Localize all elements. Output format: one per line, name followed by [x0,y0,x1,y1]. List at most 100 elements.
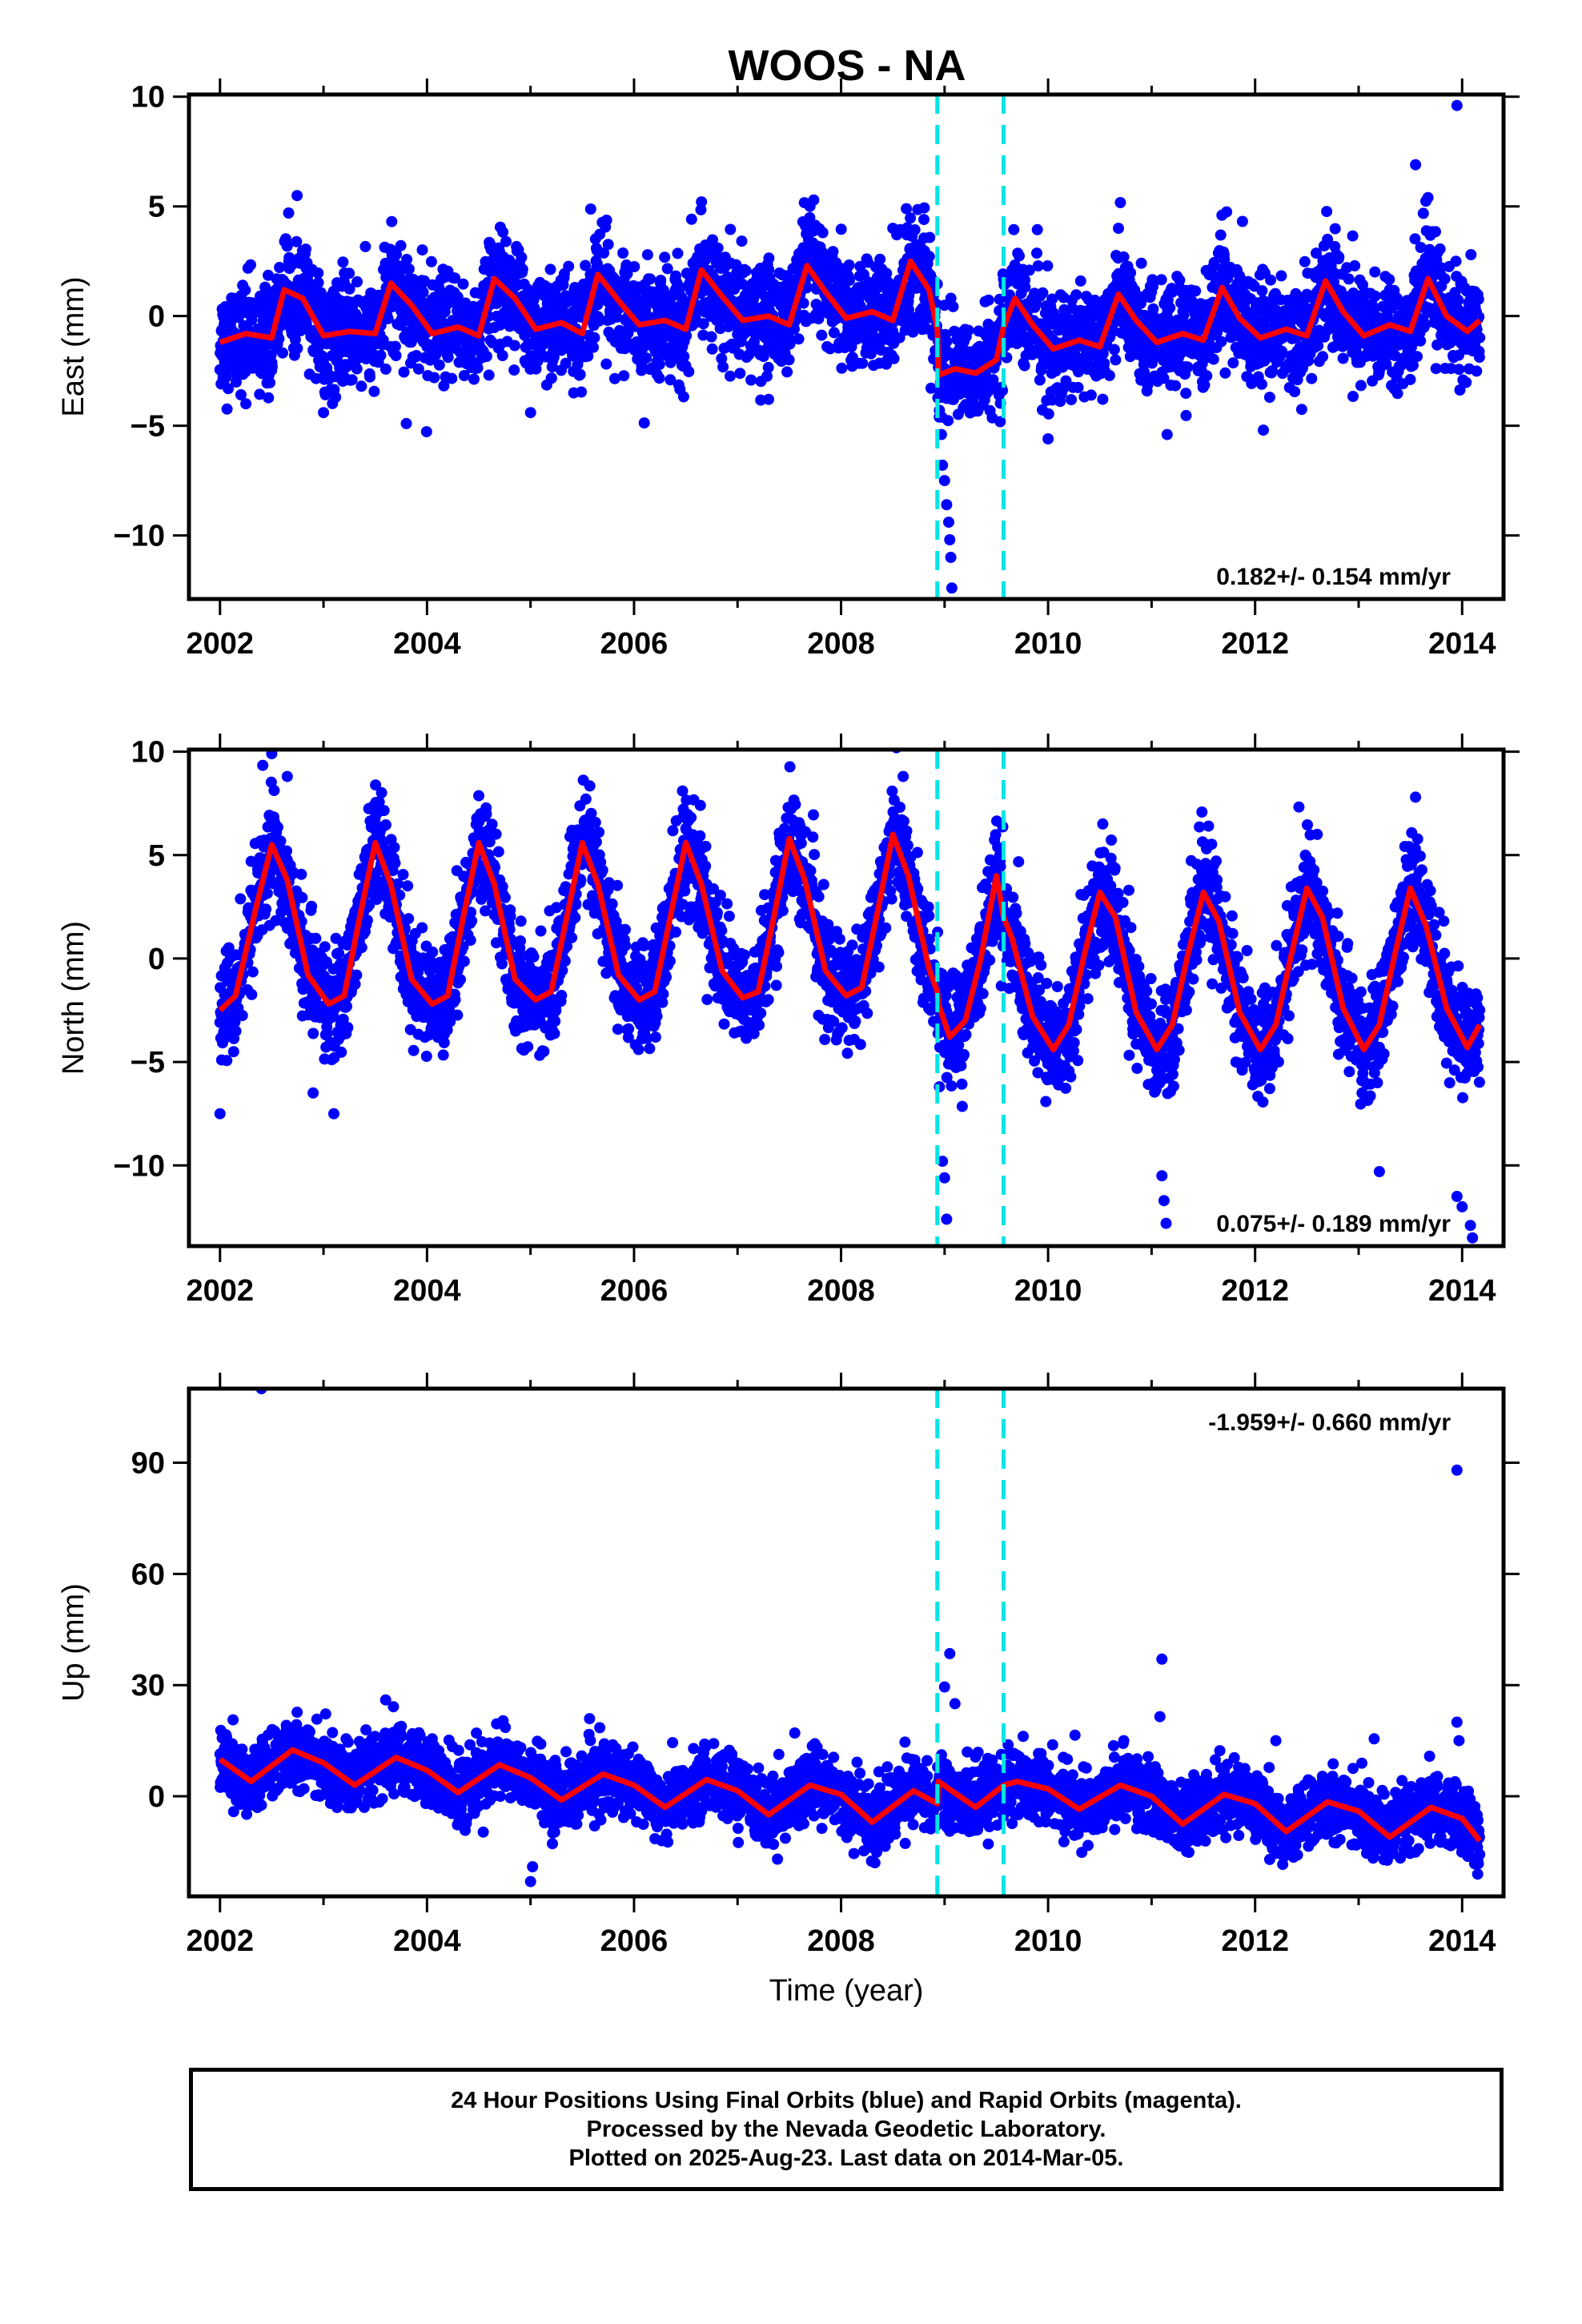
data-point [745,374,757,386]
data-point [1014,250,1025,262]
data-point [608,372,620,384]
data-point [416,244,428,256]
data-point [1415,335,1427,347]
data-point [1306,372,1318,384]
data-point [403,913,415,925]
data-point [582,350,594,362]
data-point [903,304,914,316]
outlier-point [937,459,949,471]
data-point [1333,251,1345,263]
data-point [355,380,367,392]
data-point [1125,267,1137,279]
data-point [982,294,994,306]
data-point [337,256,349,268]
data-point [707,234,718,246]
data-point [548,352,560,363]
x-tick-label: 2008 [807,627,875,661]
data-point [827,246,839,258]
data-point [497,226,509,238]
data-point [1329,223,1341,235]
data-point [653,372,665,384]
data-point [312,276,324,288]
data-point [1267,365,1279,376]
data-point [291,190,303,202]
data-point [379,819,391,830]
data-point [843,259,855,271]
data-point [458,370,470,381]
data-point [544,263,556,275]
data-point [574,368,586,380]
data-point [1407,360,1419,372]
outlier-point [943,517,954,529]
data-point [683,366,695,378]
data-point [600,215,612,226]
data-point [1415,242,1427,253]
data-point [840,284,852,296]
data-point [1219,253,1231,265]
outlier-point [240,398,252,410]
data-point [389,340,401,352]
data-point [416,922,428,934]
data-point [359,240,371,252]
data-point [351,363,363,375]
data-point [1369,266,1381,278]
data-point [1383,274,1395,285]
data-point [260,903,272,915]
data-point [1380,358,1392,370]
data-point [584,203,596,215]
data-point [398,366,410,378]
data-point [389,857,401,869]
data-point [1147,280,1159,292]
data-point [941,336,953,348]
data-point [828,327,840,339]
data-point [1236,215,1248,227]
data-point [997,384,1009,396]
east-plot-area [214,99,1486,594]
data-point [962,324,974,336]
data-point [712,242,724,254]
data-point [1201,370,1213,382]
data-point [888,352,900,364]
data-point [300,243,311,255]
data-point [1180,388,1192,400]
data-point [1046,293,1058,305]
data-point [261,887,273,899]
data-point [1265,274,1276,286]
data-point [275,835,287,847]
data-point [283,207,295,219]
data-point [1321,206,1333,218]
x-tick-label: 2006 [600,627,669,661]
data-point [397,869,409,880]
data-point [1158,372,1170,384]
data-point [321,1027,333,1039]
data-point [545,372,557,384]
data-point [1391,388,1403,400]
data-point [272,821,283,833]
data-point [1299,255,1311,267]
data-point [909,224,921,235]
data-point [1347,230,1359,242]
data-point [1322,233,1334,245]
data-point [1357,279,1368,291]
data-point [901,203,913,215]
data-point [446,372,458,384]
data-point [736,235,748,247]
data-point [508,364,520,376]
data-point [835,223,847,235]
data-point [1066,394,1078,406]
data-point [235,389,247,400]
outlier-point [887,223,899,235]
x-tick-label: 2014 [1428,627,1496,661]
data-point [291,343,303,354]
data-point [1170,380,1182,392]
outlier-point [400,417,412,429]
data-point [1097,393,1109,405]
data-point [678,351,690,363]
data-point [319,941,331,953]
data-point [942,415,954,427]
data-point [1164,302,1176,314]
data-point [1473,311,1485,323]
data-point [1182,361,1194,373]
data-point [295,868,307,880]
outlier-point [946,582,958,594]
